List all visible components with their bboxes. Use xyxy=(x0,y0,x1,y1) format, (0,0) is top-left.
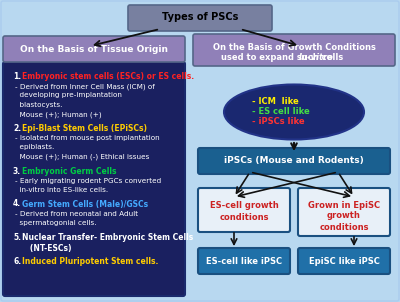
Text: in-vitro into ES-like cells.: in-vitro into ES-like cells. xyxy=(15,187,108,193)
FancyBboxPatch shape xyxy=(3,36,185,62)
Text: Mouse (+); Human (+): Mouse (+); Human (+) xyxy=(15,111,102,118)
Text: 3.: 3. xyxy=(13,166,21,175)
Text: Induced Pluripotent Stem cells.: Induced Pluripotent Stem cells. xyxy=(22,258,158,266)
Text: - Derived from Inner Cell Mass (ICM) of: - Derived from Inner Cell Mass (ICM) of xyxy=(15,83,155,89)
FancyBboxPatch shape xyxy=(298,248,390,274)
FancyBboxPatch shape xyxy=(298,188,390,236)
Text: 1.: 1. xyxy=(13,72,21,81)
Text: Nuclear Transfer- Embryonic Stem Cells: Nuclear Transfer- Embryonic Stem Cells xyxy=(22,233,193,242)
Text: - Early migrating rodent PGCs converted: - Early migrating rodent PGCs converted xyxy=(15,178,161,184)
Text: Epi-Blast Stem Cells (EPiSCs): Epi-Blast Stem Cells (EPiSCs) xyxy=(22,124,147,133)
Text: In-vitro: In-vitro xyxy=(298,53,334,62)
FancyBboxPatch shape xyxy=(193,34,395,66)
Text: developing pre-implantation: developing pre-implantation xyxy=(15,92,122,98)
Text: Germ Stem Cells (Male)/GSCs: Germ Stem Cells (Male)/GSCs xyxy=(22,200,148,208)
Text: - ICM  like: - ICM like xyxy=(252,98,299,107)
Text: - Isolated from mouse post implantation: - Isolated from mouse post implantation xyxy=(15,135,160,141)
FancyBboxPatch shape xyxy=(3,62,185,296)
FancyBboxPatch shape xyxy=(198,188,290,232)
Text: Types of PSCs: Types of PSCs xyxy=(162,12,238,22)
Text: used to expand such cells: used to expand such cells xyxy=(222,53,346,62)
Text: ES-cell like iPSC: ES-cell like iPSC xyxy=(206,256,282,265)
Text: ES-cell growth: ES-cell growth xyxy=(210,201,278,210)
Text: (NT-ESCs): (NT-ESCs) xyxy=(22,243,72,252)
Text: Embryonic stem cells (ESCs) or ES cells.: Embryonic stem cells (ESCs) or ES cells. xyxy=(22,72,194,81)
Text: 2.: 2. xyxy=(13,124,21,133)
Text: On the Basis of Growth Conditions: On the Basis of Growth Conditions xyxy=(212,43,376,52)
FancyBboxPatch shape xyxy=(198,248,290,274)
Text: epiblasts.: epiblasts. xyxy=(15,144,54,150)
Text: Embryonic Germ Cells: Embryonic Germ Cells xyxy=(22,166,116,175)
Text: blastocysts.: blastocysts. xyxy=(15,102,62,108)
Text: - Derived from neonatal and Adult: - Derived from neonatal and Adult xyxy=(15,210,138,217)
FancyBboxPatch shape xyxy=(128,5,272,31)
Text: 4.: 4. xyxy=(13,200,21,208)
Text: conditions: conditions xyxy=(319,223,369,232)
Text: EpiSC like iPSC: EpiSC like iPSC xyxy=(308,256,380,265)
Text: - iPSCs like: - iPSCs like xyxy=(252,117,305,127)
Text: - ES cell like: - ES cell like xyxy=(252,108,310,117)
Text: conditions: conditions xyxy=(219,214,269,223)
Ellipse shape xyxy=(224,85,364,140)
Text: 6.: 6. xyxy=(13,258,21,266)
Text: Mouse (+); Human (-) Ethical issues: Mouse (+); Human (-) Ethical issues xyxy=(15,154,149,160)
Text: Grown in EpiSC: Grown in EpiSC xyxy=(308,201,380,210)
Text: On the Basis of Tissue Origin: On the Basis of Tissue Origin xyxy=(20,44,168,53)
Text: 5.: 5. xyxy=(13,233,21,242)
Text: spermatogonial cells.: spermatogonial cells. xyxy=(15,220,96,226)
Text: growth: growth xyxy=(327,211,361,220)
FancyBboxPatch shape xyxy=(198,148,390,174)
Text: iPSCs (Mouse and Rodents): iPSCs (Mouse and Rodents) xyxy=(224,156,364,165)
